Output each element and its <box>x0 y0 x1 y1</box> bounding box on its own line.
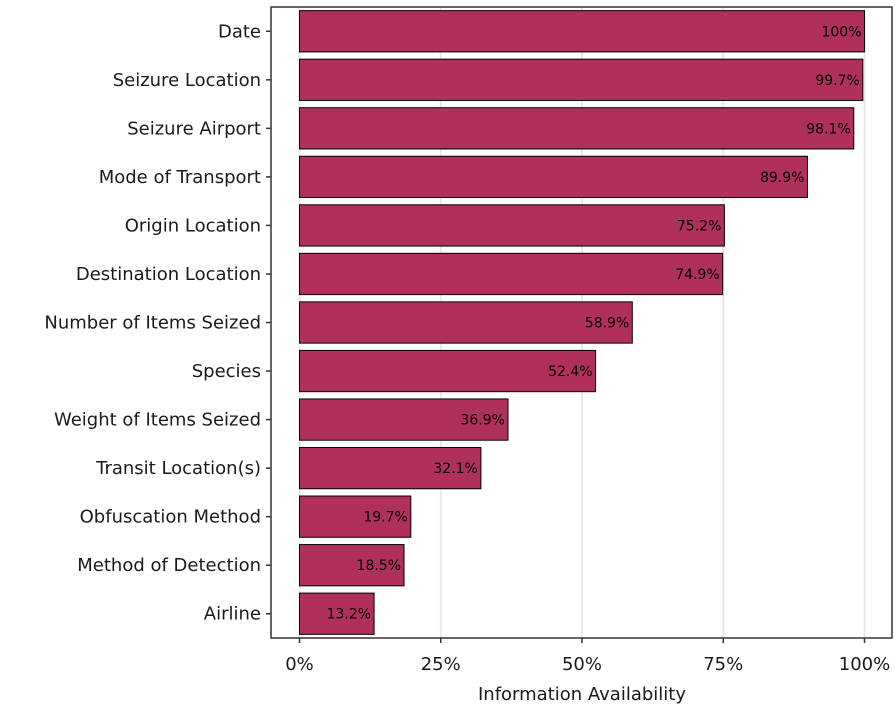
bar-value-label: 19.7% <box>363 510 407 526</box>
x-tick-label: 25% <box>421 654 461 675</box>
bars <box>299 10 865 635</box>
bar <box>299 398 509 441</box>
bar <box>299 107 855 150</box>
bar <box>299 10 865 53</box>
y-tick-label: Seizure Airport <box>127 118 261 139</box>
bar-value-label: 100% <box>821 24 861 40</box>
bar-value-label: 52.4% <box>548 364 592 380</box>
y-tick-label: Origin Location <box>125 215 261 236</box>
bar-value-label: 99.7% <box>815 73 859 89</box>
bar <box>299 544 405 587</box>
x-tick-label: 100% <box>839 654 890 675</box>
y-tick-label: Seizure Location <box>113 70 261 91</box>
bar <box>299 252 724 296</box>
y-tick-label: Destination Location <box>76 264 261 285</box>
bar-value-label: 36.9% <box>461 413 505 429</box>
bar <box>299 349 597 393</box>
bar-value-label: 74.9% <box>675 267 719 283</box>
bar <box>299 301 633 344</box>
x-axis-title: Information Availability <box>478 684 686 705</box>
bar-value-label: 13.2% <box>327 607 371 623</box>
y-tick-label: Obfuscation Method <box>80 507 261 528</box>
y-tick-label: Airline <box>204 604 261 625</box>
bar-value-label: 58.9% <box>585 316 629 332</box>
y-tick-label: Number of Items Seized <box>44 313 261 334</box>
x-tick-label: 75% <box>703 654 743 675</box>
x-axis: 0% 25% 50% 75% 100% <box>285 638 890 675</box>
bar <box>299 58 864 101</box>
bar-value-label: 32.1% <box>433 461 477 477</box>
y-tick-label: Weight of Items Seized <box>54 410 261 431</box>
bar-value-label: 75.2% <box>677 218 721 234</box>
bar <box>299 495 412 538</box>
y-tick-label: Mode of Transport <box>99 167 261 188</box>
bar-value-labels: 100% 99.7% 98.1% 89.9% 75.2% 74.9% 58.9% 52.4% 3… <box>327 24 862 622</box>
y-tick-label: Transit Location(s) <box>95 458 261 479</box>
bar <box>299 204 725 247</box>
x-tick-label: 0% <box>285 654 314 675</box>
bar <box>299 155 808 199</box>
y-tick-label: Species <box>192 361 261 382</box>
y-tick-label: Date <box>218 21 261 42</box>
bar-value-label: 89.9% <box>760 170 804 186</box>
y-tick-label: Method of Detection <box>77 555 261 576</box>
bar <box>299 446 482 490</box>
bar-value-label: 18.5% <box>357 558 401 574</box>
y-axis: Date Seizure Location Seizure Airport Mode … <box>44 21 271 625</box>
x-tick-label: 50% <box>562 654 602 675</box>
bar <box>299 592 375 635</box>
bar-value-label: 98.1% <box>806 121 850 137</box>
